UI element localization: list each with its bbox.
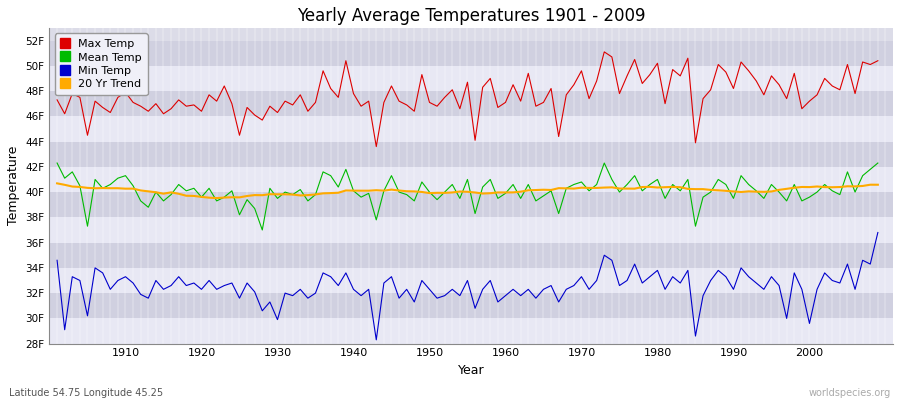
Bar [50,91,893,116]
Bar [50,40,893,66]
Bar [50,192,893,217]
Bar [50,66,893,91]
Bar [50,268,893,293]
Bar [50,142,893,167]
Legend: Max Temp, Mean Temp, Min Temp, 20 Yr Trend: Max Temp, Mean Temp, Min Temp, 20 Yr Tre… [55,34,148,95]
X-axis label: Year: Year [458,364,484,377]
Bar [50,217,893,242]
Bar [50,318,893,344]
Text: worldspecies.org: worldspecies.org [809,388,891,398]
Text: Latitude 54.75 Longitude 45.25: Latitude 54.75 Longitude 45.25 [9,388,163,398]
Y-axis label: Temperature: Temperature [7,146,20,226]
Bar [50,293,893,318]
Bar [50,242,893,268]
Title: Yearly Average Temperatures 1901 - 2009: Yearly Average Temperatures 1901 - 2009 [297,7,645,25]
Bar [50,167,893,192]
Bar [50,116,893,142]
